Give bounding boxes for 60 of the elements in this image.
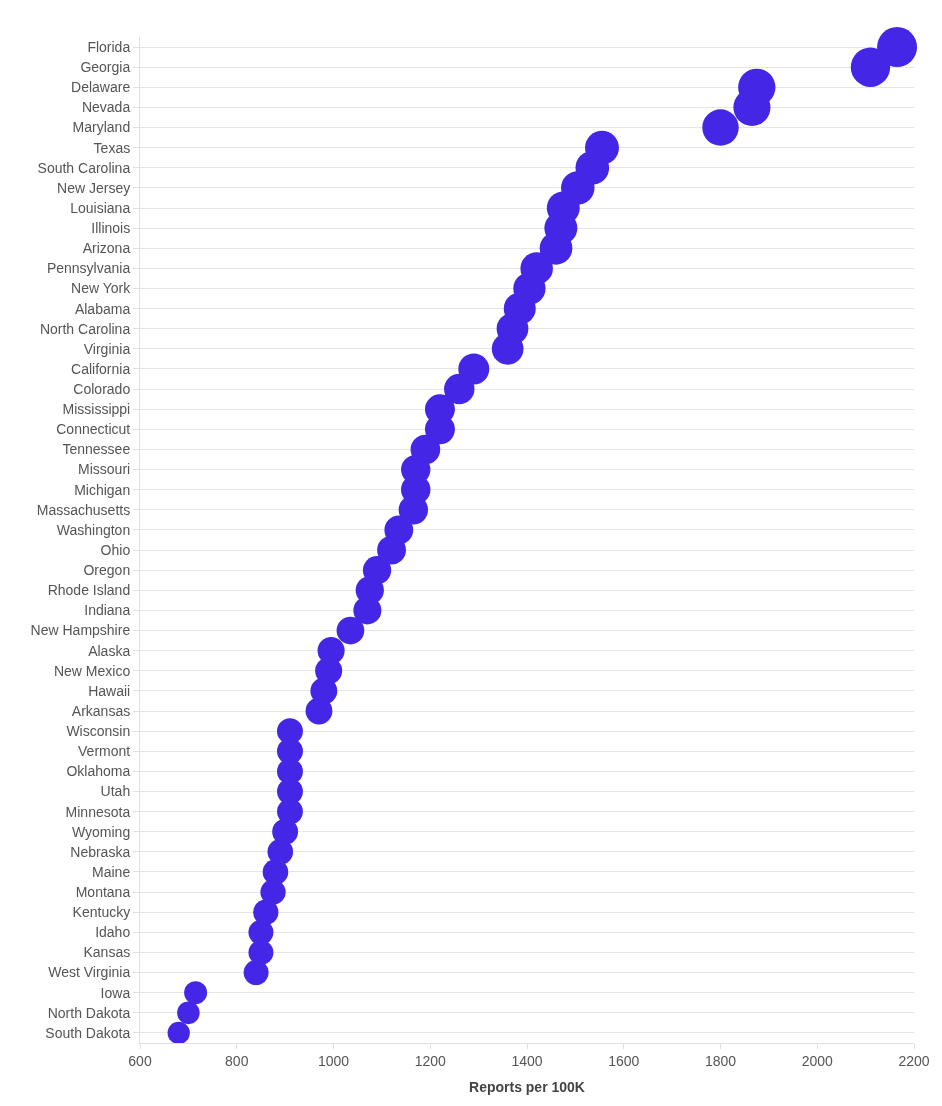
y-tick-label: New Jersey bbox=[57, 179, 131, 196]
y-tick-label: Hawaii bbox=[88, 682, 131, 699]
y-tick-label: Maine bbox=[92, 863, 131, 880]
x-tick-label: 1200 bbox=[414, 1052, 447, 1069]
y-tick-label: Florida bbox=[87, 38, 131, 55]
y-tick-label: Virginia bbox=[83, 340, 131, 357]
y-tick-label: West Virginia bbox=[48, 964, 131, 981]
x-axis-title: Reports per 100K bbox=[469, 1079, 585, 1096]
y-tick-label: Wyoming bbox=[71, 823, 131, 840]
y-tick-label: Connecticut bbox=[56, 421, 131, 438]
y-tick-label: Kansas bbox=[83, 944, 131, 961]
y-tick-label: Illinois bbox=[91, 220, 131, 237]
x-tick-label: 600 bbox=[128, 1052, 152, 1069]
y-tick-label: Iowa bbox=[100, 984, 131, 1001]
y-tick-label: Mississippi bbox=[62, 401, 131, 418]
y-tick-label: Georgia bbox=[80, 59, 131, 76]
y-tick-label: Pennsylvania bbox=[46, 260, 131, 277]
y-tick-label: North Dakota bbox=[47, 1004, 131, 1021]
y-tick-label: Minnesota bbox=[65, 803, 131, 820]
y-tick-label: New Hampshire bbox=[30, 622, 131, 639]
y-tick-label: South Carolina bbox=[37, 159, 131, 176]
y-tick-label: Rhode Island bbox=[47, 582, 131, 599]
y-tick-label: Nebraska bbox=[70, 843, 131, 860]
y-tick-label: Nevada bbox=[81, 99, 131, 116]
x-tick-label: 2200 bbox=[898, 1052, 930, 1069]
y-tick-label: Washington bbox=[56, 521, 131, 538]
y-tick-label: Louisiana bbox=[70, 199, 131, 216]
y-tick-label: Colorado bbox=[73, 381, 131, 397]
y-tick-label: Utah bbox=[100, 783, 131, 800]
y-tick-label: Alabama bbox=[74, 300, 131, 317]
y-tick-label: Missouri bbox=[78, 461, 131, 478]
y-tick-label: Alaska bbox=[88, 642, 131, 659]
x-tick-label: 2000 bbox=[801, 1052, 834, 1069]
y-tick-label: Oklahoma bbox=[66, 763, 131, 780]
y-tick-label: South Dakota bbox=[45, 1024, 131, 1041]
x-tick-label: 800 bbox=[225, 1052, 249, 1069]
y-tick-label: Montana bbox=[75, 884, 131, 900]
y-tick-label: Oregon bbox=[83, 562, 131, 579]
y-tick-label: Wisconsin bbox=[66, 723, 131, 740]
x-tick-label: 1000 bbox=[317, 1052, 350, 1069]
y-tick-label: Ohio bbox=[100, 541, 131, 558]
y-tick-label: Michigan bbox=[74, 481, 131, 498]
y-tick-label: Massachusetts bbox=[36, 501, 131, 518]
x-tick-label: 1800 bbox=[704, 1052, 737, 1069]
x-tick-label: 1600 bbox=[608, 1052, 640, 1069]
y-tick-label: New York bbox=[71, 280, 132, 297]
y-tick-label: Vermont bbox=[78, 743, 131, 760]
y-tick-label: Kentucky bbox=[72, 904, 131, 921]
y-tick-label: Delaware bbox=[71, 79, 131, 96]
y-tick-label: Arizona bbox=[82, 240, 131, 257]
y-tick-label: Indiana bbox=[84, 602, 131, 619]
y-tick-label: North Carolina bbox=[39, 320, 131, 337]
y-tick-label: Tennessee bbox=[62, 441, 131, 458]
x-tick-label: 1400 bbox=[511, 1052, 543, 1069]
y-tick-label: Maryland bbox=[72, 119, 131, 136]
y-tick-label: Texas bbox=[93, 139, 131, 156]
y-tick-label: New Mexico bbox=[53, 662, 131, 679]
y-tick-label: Arkansas bbox=[71, 702, 131, 719]
y-tick-label: Idaho bbox=[95, 924, 131, 941]
y-tick-label: California bbox=[71, 360, 131, 377]
